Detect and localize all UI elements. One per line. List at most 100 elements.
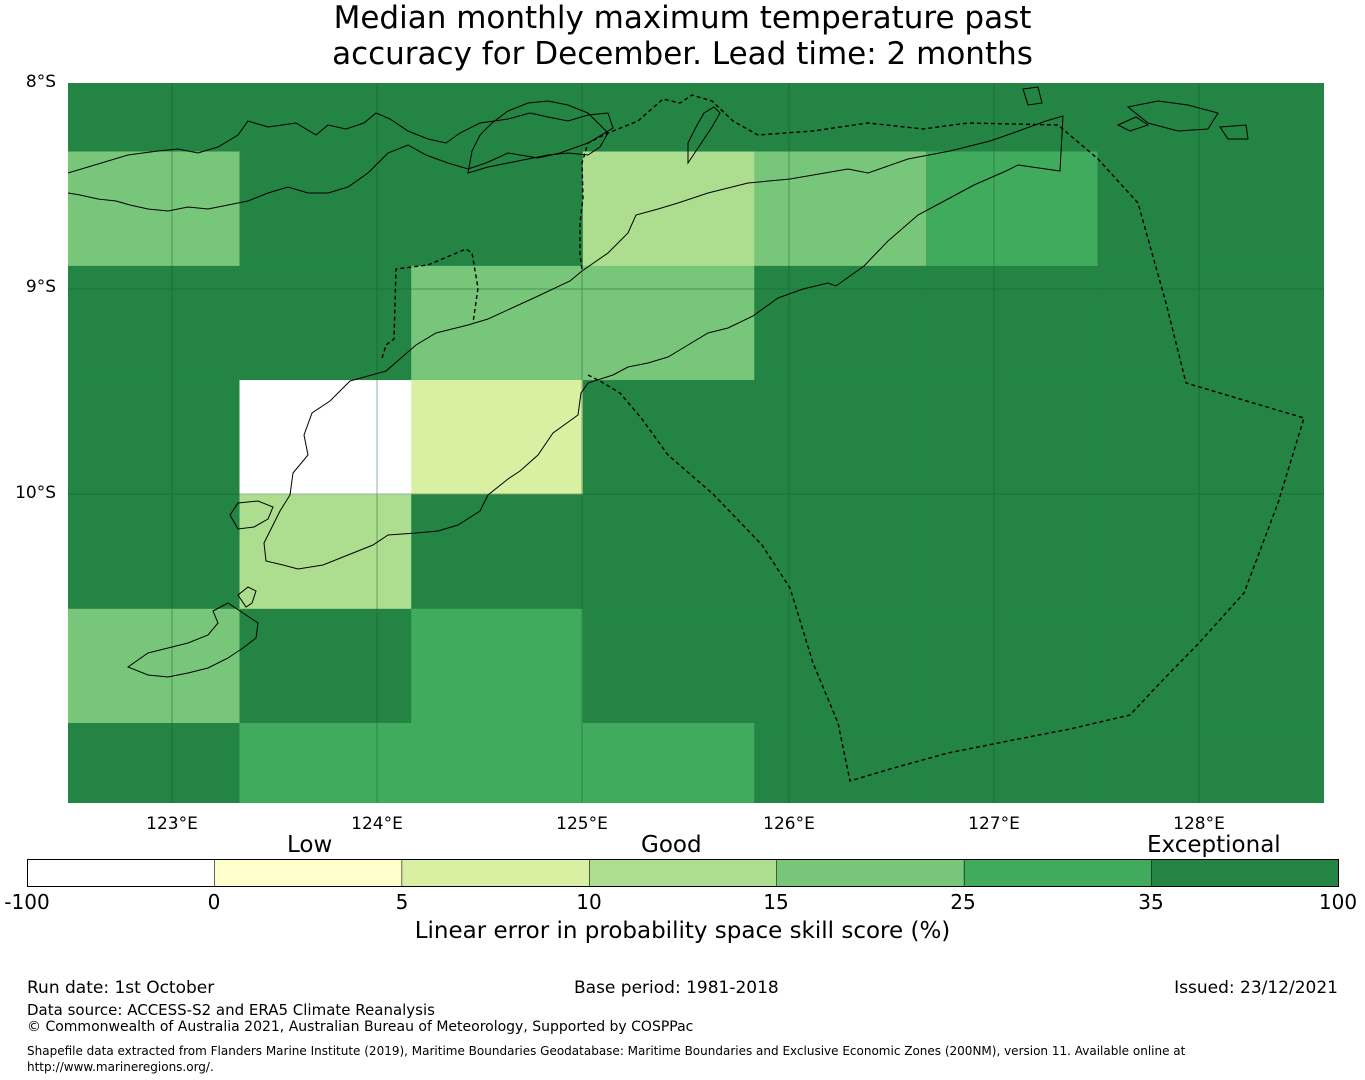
colorbar-label: Linear error in probability space skill …: [414, 918, 951, 944]
base-period: Base period: 1981-2018: [574, 978, 779, 998]
grid-cell-r3-c0: [68, 380, 241, 495]
issued-date: Issued: 23/12/2021: [1174, 978, 1338, 998]
grid-cell-r5-c4: [754, 608, 927, 724]
eez-boundary-east: [579, 94, 1305, 782]
maritime-boundaries: [381, 94, 1305, 782]
lon-label-125e: 125°E: [556, 814, 608, 834]
small-island-2: [1219, 124, 1249, 140]
category-good: Good: [641, 832, 702, 858]
lon-label-127e: 127°E: [968, 814, 1020, 834]
colorbar-segment-0: [27, 859, 215, 887]
lat-label-9s: 9°S: [25, 277, 56, 297]
semau-coast: [229, 500, 274, 530]
grid-cell-r0-c5: [925, 83, 1099, 153]
grid-cell-r3-c2: [411, 380, 584, 495]
coastlines: [68, 86, 1249, 678]
grid-cell-r3-c1: [239, 380, 412, 495]
grid-cell-r6-c3: [582, 722, 755, 803]
colorbar-segment-2: [401, 859, 590, 887]
colorbar-segment-6: [1151, 859, 1339, 887]
lat-label-10s: 10°S: [15, 483, 56, 503]
grid-cell-r5-c3: [582, 608, 755, 724]
grid-cell-r2-c4: [754, 265, 927, 381]
flores-coast: [68, 112, 614, 212]
grid-cell-r0-c4: [754, 83, 927, 153]
grid-cell-r1-c4: [754, 151, 927, 267]
skill-score-map: [68, 83, 1324, 803]
colorbar-segment-5: [964, 859, 1152, 887]
grid-cell-r3-c6: [1097, 380, 1324, 495]
small-island-3: [1116, 116, 1150, 132]
grid-cell-r1-c2: [411, 151, 584, 267]
grid-cell-r4-c4: [754, 494, 927, 610]
shapefile-credit: Shapefile data extracted from Flanders M…: [27, 1044, 1186, 1074]
grid-cell-r0-c6: [1097, 83, 1324, 153]
colorbar-tick-10: 10: [576, 890, 602, 914]
grid-cell-r5-c5: [925, 608, 1099, 724]
grid-cell-r1-c0: [68, 151, 241, 267]
grid-cell-r4-c2: [411, 494, 584, 610]
grid-cell-r0-c0: [68, 83, 241, 153]
grid-cell-r5-c0: [68, 608, 241, 724]
title-line-2: accuracy for December. Lead time: 2 mont…: [332, 36, 1033, 72]
grid-cell-r6-c2: [411, 722, 584, 803]
grid-cell-r0-c2: [411, 83, 584, 153]
colorbar: [27, 859, 1339, 887]
chart-title: Median monthly maximum temperature past …: [0, 0, 1365, 72]
lon-label-128e: 128°E: [1173, 814, 1225, 834]
category-low: Low: [287, 832, 333, 858]
atauro-coast: [687, 106, 721, 165]
colorbar-tick-100: 100: [1318, 890, 1358, 914]
grid-cell-r4-c5: [925, 494, 1099, 610]
grid-cell-r1-c1: [239, 151, 412, 267]
title-line-1: Median monthly maximum temperature past: [333, 0, 1032, 36]
grid-cell-r4-c0: [68, 494, 241, 610]
lon-label-123e: 123°E: [146, 814, 198, 834]
grid-cell-r0-c3: [582, 83, 755, 153]
small-island-1: [1022, 86, 1043, 106]
grid-cell-r1-c5: [925, 151, 1099, 267]
grid-cell-r0-c1: [239, 83, 412, 153]
grid-cell-r3-c5: [925, 380, 1099, 495]
copyright: © Commonwealth of Australia 2021, Austra…: [27, 1019, 694, 1035]
colorbar-tick-5: 5: [395, 890, 409, 914]
savu-coast: [126, 602, 259, 678]
grid-cell-r1-c3: [582, 151, 755, 267]
timor-island-coast: [263, 115, 1064, 570]
grid-cell-r5-c2: [411, 608, 584, 724]
grid-cell-r1-c6: [1097, 151, 1324, 267]
oecusse-boundary: [381, 248, 479, 359]
data-source: Data source: ACCESS-S2 and ERA5 Climate …: [27, 1001, 435, 1019]
grid-cells: [68, 83, 1324, 803]
grid-cell-r6-c4: [754, 722, 927, 803]
grid-cell-r3-c3: [582, 380, 755, 495]
category-exceptional: Exceptional: [1147, 832, 1281, 858]
grid-cell-r6-c0: [68, 722, 241, 803]
colorbar-tick-0: 0: [207, 890, 221, 914]
grid-cell-r6-c6: [1097, 722, 1324, 803]
rote-coast: [237, 586, 257, 608]
alor-coast: [467, 100, 609, 174]
colorbar-tick-35: 35: [1138, 890, 1164, 914]
grid-cell-r4-c3: [582, 494, 755, 610]
grid-cell-r5-c1: [239, 608, 412, 724]
grid-cell-r4-c1: [239, 494, 412, 610]
grid-cell-r6-c5: [925, 722, 1099, 803]
lat-label-8s: 8°S: [25, 72, 56, 92]
grid-cell-r2-c6: [1097, 265, 1324, 381]
grid-cell-r6-c1: [239, 722, 412, 803]
colorbar-segment-4: [776, 859, 965, 887]
grid-cell-r2-c3: [582, 265, 755, 381]
colorbar-tick-15: 15: [763, 890, 789, 914]
colorbar-segment-3: [589, 859, 777, 887]
colorbar-tick-neg100: -100: [4, 890, 50, 914]
grid-cell-r2-c5: [925, 265, 1099, 381]
colorbar-tick-25: 25: [950, 890, 976, 914]
grid-cell-r5-c6: [1097, 608, 1324, 724]
grid-cell-r2-c2: [411, 265, 584, 381]
grid-cell-r2-c0: [68, 265, 241, 381]
run-date: Run date: 1st October: [27, 978, 215, 998]
grid-cell-r3-c4: [754, 380, 927, 495]
grid-cell-r2-c1: [239, 265, 412, 381]
lon-label-124e: 124°E: [351, 814, 403, 834]
